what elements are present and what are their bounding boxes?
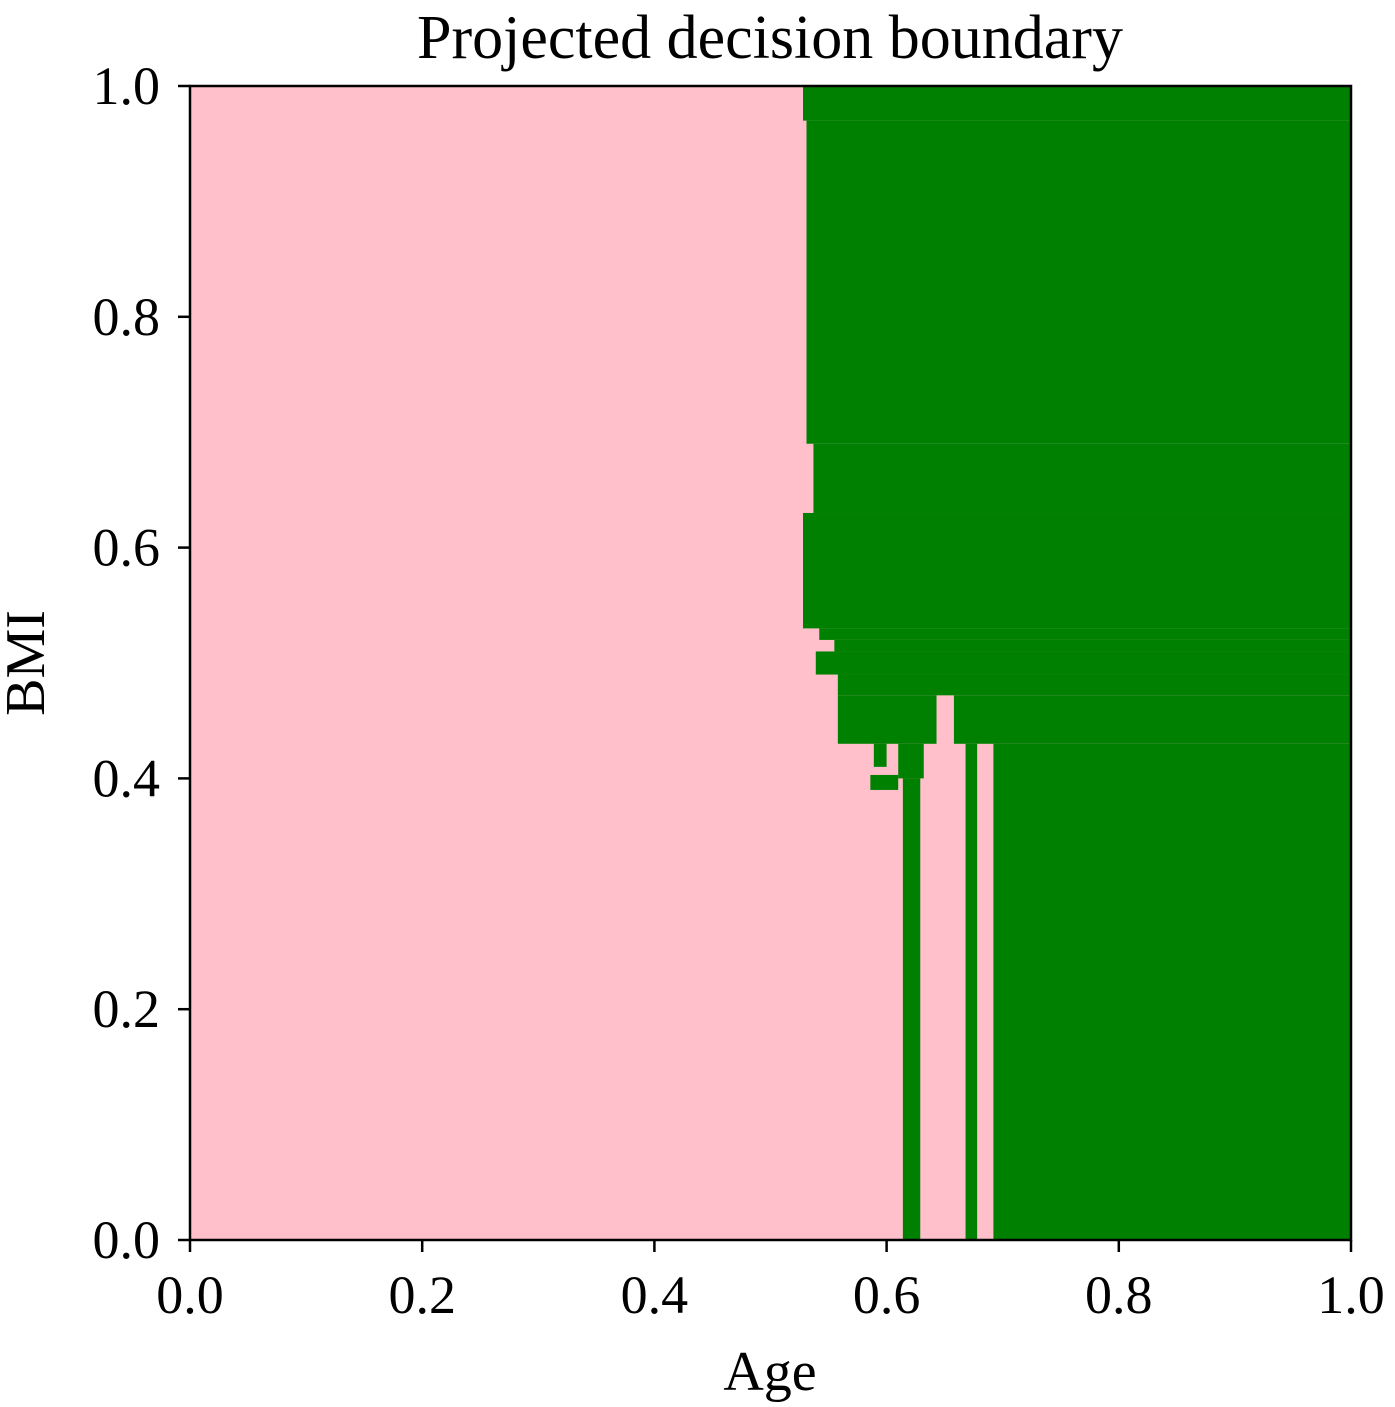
y-tick-label: 0.8 (93, 287, 161, 347)
x-tick-label: 0.0 (156, 1265, 224, 1325)
x-axis-label: Age (723, 1341, 816, 1403)
class-region (813, 443, 1351, 513)
class-region (965, 743, 978, 1240)
x-tick-label: 1.0 (1317, 1265, 1385, 1325)
class-region (873, 743, 887, 767)
y-tick-label: 1.0 (93, 56, 161, 116)
class-region (953, 695, 1351, 744)
class-region (898, 743, 924, 779)
x-tick-label: 0.4 (621, 1265, 689, 1325)
class-region (803, 512, 1351, 629)
class-region (806, 120, 1351, 444)
y-tick-label: 0.0 (93, 1210, 161, 1270)
x-tick-label: 0.2 (388, 1265, 456, 1325)
class-region (870, 774, 899, 790)
class-region (837, 674, 1351, 696)
class-region (902, 778, 921, 1240)
class-region (993, 743, 1351, 1240)
x-tick-label: 0.8 (1085, 1265, 1153, 1325)
y-tick-label: 0.4 (93, 748, 161, 808)
class-region (837, 695, 937, 744)
y-axis-label: BMI (0, 610, 57, 716)
class-regions (803, 86, 1351, 1240)
class-region (803, 86, 1351, 121)
y-axis: 0.0 0.2 0.4 0.6 0.8 1.0 (93, 56, 190, 1270)
x-tick-label: 0.6 (853, 1265, 921, 1325)
x-axis: 0.0 0.2 0.4 0.6 0.8 1.0 (156, 1240, 1385, 1325)
class-region (819, 628, 1351, 640)
y-tick-label: 0.6 (93, 518, 161, 578)
chart-title: Projected decision boundary (417, 4, 1123, 72)
plot-frame (188, 84, 1353, 1242)
class-region (834, 639, 1351, 652)
y-tick-label: 0.2 (93, 979, 161, 1039)
class-region (815, 651, 1351, 675)
